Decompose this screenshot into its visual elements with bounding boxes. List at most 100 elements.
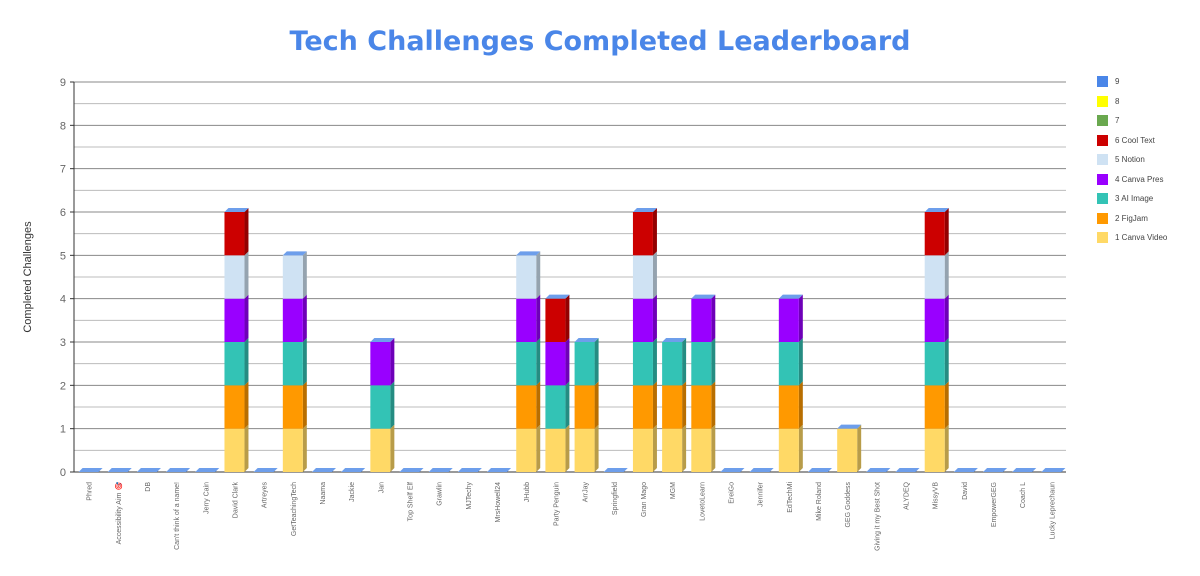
x-tick-label: Jackie xyxy=(349,482,356,502)
x-tick-label: GetTeachingTech xyxy=(291,482,298,536)
bar-segment-side xyxy=(390,381,395,429)
x-tick-label: Giving it my Best Shot xyxy=(874,482,881,551)
bar-segment xyxy=(545,298,566,342)
bar-segment xyxy=(574,385,595,429)
bar-segment-side xyxy=(594,338,599,386)
bar-segment-side xyxy=(798,381,803,429)
y-tick-label: 6 xyxy=(60,207,66,219)
bar-top-cap xyxy=(457,468,482,472)
bar-top-cap xyxy=(78,468,103,472)
bar-segment-side xyxy=(302,294,307,342)
bar-top-cap xyxy=(574,338,599,342)
bar-segment xyxy=(691,298,712,342)
y-tick-label: 8 xyxy=(60,120,66,132)
bar-segment-side xyxy=(711,381,716,429)
bar-segment-side xyxy=(302,424,307,472)
chart-title: Tech Challenges Completed Leaderboard xyxy=(289,26,911,57)
x-tick-label: Coach L xyxy=(1020,482,1027,508)
bar-segment-side xyxy=(798,294,803,342)
bar-segment-side xyxy=(711,424,716,472)
x-tick-label: ALYDEQ xyxy=(904,481,911,509)
legend-item: 6 Cool Text xyxy=(1097,131,1167,151)
bar-top-cap xyxy=(282,251,307,256)
legend-label: 5 Notion xyxy=(1115,155,1145,165)
x-tick-label: GEG Goddess xyxy=(845,482,852,528)
bar-top-cap xyxy=(341,468,366,472)
bar-segment-side xyxy=(652,424,657,472)
legend-item: 5 Notion xyxy=(1097,150,1167,170)
x-tick-label: Gran Mago xyxy=(641,482,648,517)
bar-top-cap xyxy=(195,468,220,472)
legend-label: 3 AI Image xyxy=(1115,194,1154,204)
bar-top-cap xyxy=(516,251,541,256)
bar-segment xyxy=(224,212,245,256)
x-tick-label: David xyxy=(962,482,969,500)
bar-segment-side xyxy=(302,381,307,429)
bar-top-cap xyxy=(603,468,628,472)
bar-segment xyxy=(574,342,595,386)
bar-segment xyxy=(837,428,858,472)
bar-segment-side xyxy=(536,338,541,386)
x-tick-label: Springfield xyxy=(612,482,619,515)
x-tick-label: JHubb xyxy=(524,482,531,502)
bar-segment xyxy=(224,298,245,342)
bar-segment xyxy=(574,428,595,472)
x-tick-label: Lucky Leprechaun xyxy=(1049,482,1056,539)
bar-segment-side xyxy=(682,338,687,386)
bar-segment xyxy=(282,385,303,429)
bar-top-cap xyxy=(399,468,424,472)
y-tick-label: 4 xyxy=(60,294,66,306)
legend-swatch xyxy=(1097,134,1108,146)
bar-segment-side xyxy=(652,251,657,299)
bar-segment xyxy=(282,342,303,386)
y-tick-label: 2 xyxy=(60,380,66,392)
legend-swatch xyxy=(1097,95,1108,107)
bar-segment xyxy=(662,428,683,472)
bar-segment-side xyxy=(711,338,716,386)
bar-segment xyxy=(632,342,653,386)
bar-segment xyxy=(545,342,566,386)
bar-segment xyxy=(924,212,945,256)
bar-segment-side xyxy=(798,338,803,386)
legend-item: 9 xyxy=(1097,72,1167,92)
bar-segment xyxy=(516,255,537,299)
y-tick-label: 0 xyxy=(60,467,66,479)
bar-segment-side xyxy=(711,294,716,342)
legend-label: 2 FigJam xyxy=(1115,213,1148,223)
bar-segment xyxy=(778,385,799,429)
bar-top-cap xyxy=(224,208,249,212)
bar-segment-side xyxy=(244,251,249,299)
bar-segment xyxy=(224,385,245,429)
legend-item: 7 xyxy=(1097,111,1167,131)
bar-segment-side xyxy=(857,424,862,472)
bar-segment-side xyxy=(944,424,949,472)
bar-segment-side xyxy=(244,424,249,472)
legend-item: 1 Canva Video xyxy=(1097,228,1167,248)
bar-segment xyxy=(662,342,683,386)
bar-segment xyxy=(282,298,303,342)
bar-segment xyxy=(545,385,566,429)
bar-top-cap xyxy=(1041,468,1066,472)
bar-segment-side xyxy=(536,251,541,299)
bar-top-cap xyxy=(107,468,132,472)
bar-segment xyxy=(282,255,303,299)
legend-swatch xyxy=(1097,173,1108,185)
x-tick-label: Party Penguin xyxy=(553,482,560,526)
bar-segment xyxy=(924,298,945,342)
bar-segment-side xyxy=(565,338,570,386)
bar-segment xyxy=(778,428,799,472)
bar-segment-side xyxy=(594,424,599,472)
bar-top-cap xyxy=(1012,468,1037,472)
bar-segment-side xyxy=(244,381,249,429)
y-tick-label: 9 xyxy=(60,77,66,89)
bar-segment xyxy=(516,298,537,342)
bar-segment-side xyxy=(302,251,307,299)
bar-top-cap xyxy=(370,338,395,342)
y-tick-label: 1 xyxy=(60,424,66,436)
y-axis-label: Completed Challenges xyxy=(22,221,34,333)
bar-segment xyxy=(691,428,712,472)
bar-segment-side xyxy=(244,294,249,342)
bar-segment xyxy=(632,298,653,342)
bar-top-cap xyxy=(545,294,570,299)
